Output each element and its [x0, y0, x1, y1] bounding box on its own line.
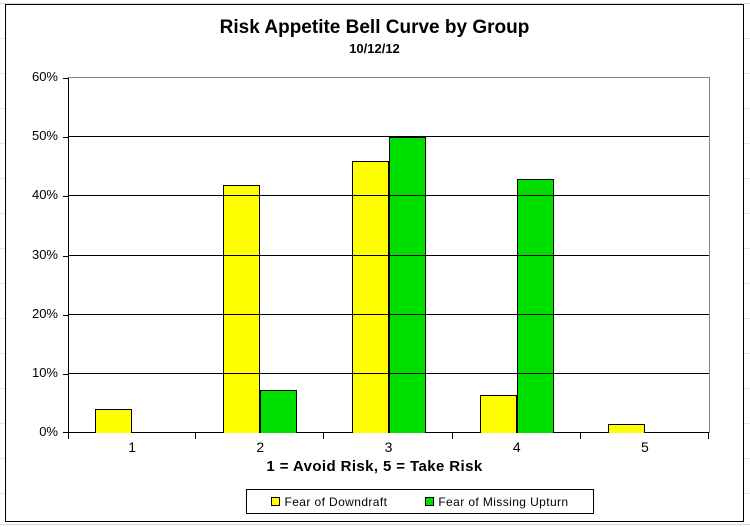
y-axis-tick — [63, 373, 68, 375]
bar-fear-of-missing-upturn-2[interactable] — [260, 390, 298, 433]
x-axis-tick — [68, 433, 69, 439]
x-axis-label-1: 1 — [128, 439, 136, 455]
x-axis-tick — [708, 433, 709, 439]
x-axis-label-5: 5 — [641, 439, 649, 455]
y-axis-label-0: 0% — [39, 424, 58, 439]
bar-group-1 — [68, 78, 196, 433]
y-axis-tick — [63, 196, 68, 198]
x-axis-tick — [323, 433, 325, 439]
legend-label-fear-of-missing-upturn: Fear of Missing Upturn — [438, 494, 569, 509]
legend-item-fear-of-missing-upturn: Fear of Missing Upturn — [425, 495, 568, 509]
bar-fear-of-downdraft-2[interactable] — [223, 185, 261, 433]
y-axis-tick — [63, 432, 68, 433]
worksheet-rows-right — [745, 4, 750, 523]
x-axis-labels: 1 2 3 4 5 — [68, 439, 709, 455]
chart-frame[interactable]: Risk Appetite Bell Curve by Group 10/12/… — [5, 4, 744, 522]
gridline-30 — [68, 254, 709, 256]
legend[interactable]: Fear of Downdraft Fear of Missing Upturn — [246, 489, 594, 514]
bar-groups — [68, 78, 709, 433]
gridline-20 — [68, 313, 709, 315]
bar-fear-of-missing-upturn-3[interactable] — [388, 137, 426, 433]
x-axis-tick — [195, 433, 197, 439]
legend-swatch-fear-of-downdraft — [271, 497, 281, 506]
y-axis-line — [68, 78, 69, 433]
gridline-40 — [68, 195, 709, 197]
x-axis-title: 1 = Avoid Risk, 5 = Take Risk — [266, 458, 483, 475]
legend-swatch-fear-of-missing-upturn — [425, 497, 435, 506]
legend-item-fear-of-downdraft: Fear of Downdraft — [271, 495, 387, 509]
gridline-50 — [68, 136, 709, 138]
y-axis-tick — [63, 78, 68, 79]
bar-fear-of-downdraft-1[interactable] — [95, 409, 133, 433]
bar-fear-of-downdraft-4[interactable] — [479, 395, 517, 433]
y-axis-label-30: 30% — [31, 246, 58, 262]
gridline-10 — [68, 372, 709, 374]
x-axis-label-2: 2 — [256, 439, 265, 455]
y-axis-label-20: 20% — [31, 305, 58, 321]
y-axis-label-60: 60% — [31, 69, 58, 84]
x-axis-label-3: 3 — [384, 439, 393, 455]
bar-fear-of-downdraft-5[interactable] — [607, 424, 645, 433]
bar-group-5 — [581, 78, 709, 433]
y-axis-tick — [63, 137, 68, 139]
y-axis-label-40: 40% — [31, 187, 58, 203]
y-axis-labels: 0% 10% 20% 30% 40% 50% 60% — [6, 70, 62, 439]
y-axis-label-50: 50% — [31, 128, 58, 144]
chart-title: Risk Appetite Bell Curve by Group — [219, 17, 530, 38]
x-axis-tick — [579, 433, 581, 439]
chart-subtitle: 10/12/12 — [349, 41, 400, 56]
bar-group-4 — [453, 78, 581, 433]
plot-area — [63, 77, 710, 439]
bar-group-3 — [324, 78, 452, 433]
y-axis-label-10: 10% — [31, 364, 58, 380]
worksheet-rows-left — [0, 4, 5, 523]
x-axis-tick — [451, 433, 453, 439]
y-axis-tick — [63, 314, 68, 316]
legend-label-fear-of-downdraft: Fear of Downdraft — [284, 494, 388, 509]
worksheet-gridline-top — [0, 3, 750, 4]
bar-fear-of-missing-upturn-4[interactable] — [516, 179, 554, 433]
bar-fear-of-downdraft-3[interactable] — [351, 161, 389, 433]
x-axis-label-4: 4 — [512, 439, 521, 455]
y-axis-tick — [63, 255, 68, 257]
bar-group-2 — [196, 78, 324, 433]
worksheet-gridline-bottom — [0, 524, 750, 525]
